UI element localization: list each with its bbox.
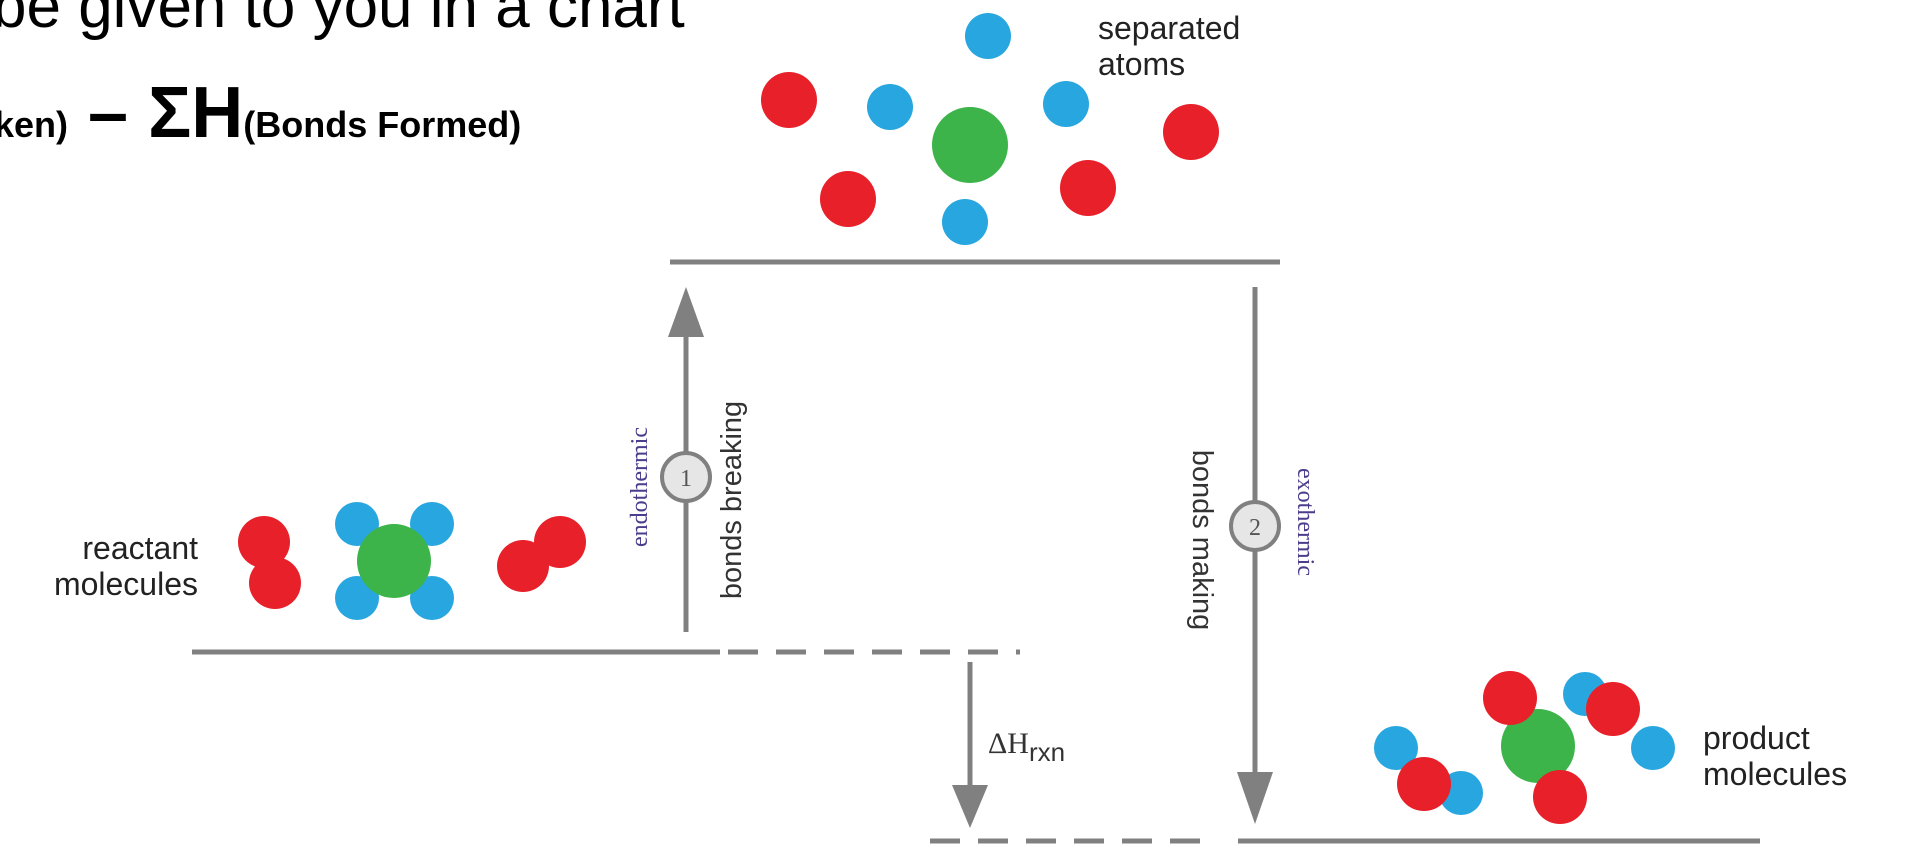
equation-operator: – ΣH xyxy=(68,73,244,153)
step1-kind-label: endothermic xyxy=(627,427,653,547)
chlorine-molecule xyxy=(497,516,586,592)
separated-hydrogen-atom xyxy=(942,199,988,245)
step1-number: 1 xyxy=(680,466,692,492)
product-label-line1: product xyxy=(1703,720,1810,756)
product-label-line2: molecules xyxy=(1703,756,1848,792)
step2-process-label: bonds making xyxy=(1186,450,1218,631)
separated-atoms-label: separated atoms xyxy=(1098,10,1240,82)
equation-right-subscript: (Bonds Formed) xyxy=(243,104,522,145)
reactant-label-line2: molecules xyxy=(53,566,198,602)
delta-h-subscript: rxn xyxy=(1029,737,1065,767)
delta-h-arrow xyxy=(952,662,988,828)
step2-kind-label: exothermic xyxy=(1292,468,1318,576)
slide-headline: be given to you in a chart xyxy=(0,0,685,41)
chlorine-molecule xyxy=(238,516,301,609)
delta-h-symbol: ΔH xyxy=(988,727,1029,760)
step2-number: 2 xyxy=(1249,515,1261,541)
separated-hydrogen-atom xyxy=(1043,81,1089,127)
step2-arrow xyxy=(1237,287,1273,824)
separated-atoms-group xyxy=(761,13,1219,245)
separated-atoms-label-line1: separated xyxy=(1098,10,1241,46)
product-chlorine-atom xyxy=(1483,671,1537,725)
separated-chlorine-atom xyxy=(761,72,817,128)
product-hydrogen-atom xyxy=(1631,726,1675,770)
product-molecules-group xyxy=(1374,671,1675,824)
product-chlorine-atom xyxy=(1586,682,1640,736)
separated-hydrogen-atom xyxy=(867,84,913,130)
separated-chlorine-atom xyxy=(1163,104,1219,160)
separated-carbon-atom xyxy=(932,107,1008,183)
product-chlorine-atom xyxy=(1533,770,1587,824)
product-carbon-atom xyxy=(1501,709,1575,783)
separated-hydrogen-atom xyxy=(965,13,1011,59)
separated-atoms-label-line2: atoms xyxy=(1098,46,1186,82)
reactant-molecules-label: reactant molecules xyxy=(28,530,198,602)
delta-h-label: ΔHrxn xyxy=(988,727,1065,767)
enthalpy-equation: ken) – ΣH(Bonds Formed) xyxy=(0,72,521,154)
step1-badge: 1 xyxy=(660,451,712,503)
reactant-molecules-group xyxy=(238,502,586,620)
product-hydrogen-atom xyxy=(1374,726,1418,770)
equation-left-subscript: ken) xyxy=(0,104,69,145)
separated-chlorine-atom xyxy=(1060,160,1116,216)
separated-chlorine-atom xyxy=(820,171,876,227)
product-chlorine-atom xyxy=(1397,757,1451,811)
product-molecules-label: product molecules xyxy=(1703,720,1847,792)
step2-badge: 2 xyxy=(1229,500,1281,552)
step1-process-label: bonds breaking xyxy=(716,401,748,599)
reactant-label-line1: reactant xyxy=(82,530,198,566)
methane-molecule xyxy=(335,502,454,620)
